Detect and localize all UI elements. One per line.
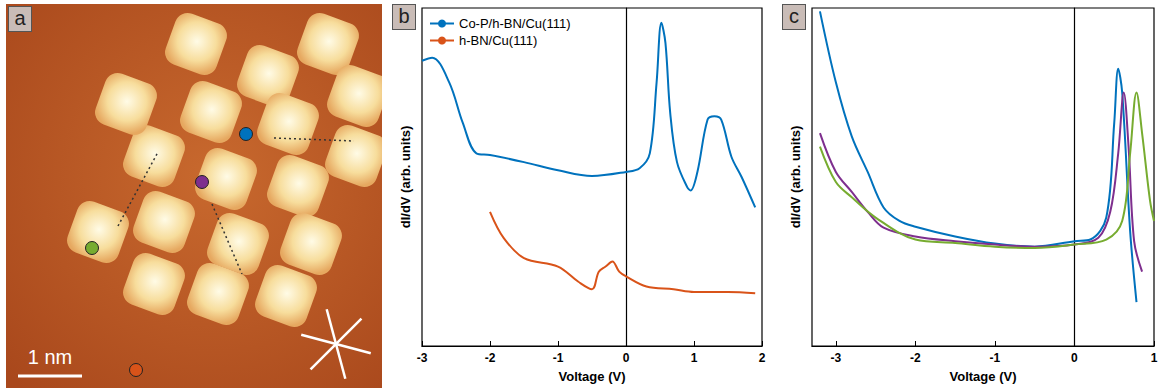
svg-text:-3: -3 bbox=[417, 351, 428, 365]
html-text:b: b bbox=[398, 5, 410, 27]
svg-text:dI/dV (arb. units): dI/dV (arb. units) bbox=[398, 126, 413, 229]
svg-text:-3: -3 bbox=[831, 351, 842, 365]
svg-text:-1: -1 bbox=[990, 351, 1001, 365]
html-text:a: a bbox=[14, 7, 26, 29]
svg-text:-1: -1 bbox=[553, 351, 564, 365]
svg-text:1: 1 bbox=[691, 351, 698, 365]
svg-text:Voltage (V): Voltage (V) bbox=[950, 369, 1017, 384]
svg-text:dI/dV (arb. units): dI/dV (arb. units) bbox=[788, 126, 803, 229]
svg-text:1: 1 bbox=[1151, 351, 1158, 365]
svg-text:h-BN/Cu(111): h-BN/Cu(111) bbox=[459, 33, 537, 48]
svg-text:0: 0 bbox=[1071, 351, 1078, 365]
svg-text:Co-P/h-BN/Cu(111): Co-P/h-BN/Cu(111) bbox=[459, 16, 571, 31]
html-text:c: c bbox=[789, 5, 799, 27]
svg-text:2: 2 bbox=[759, 351, 766, 365]
svg-text:-2: -2 bbox=[485, 351, 496, 365]
svg-text:1 nm: 1 nm bbox=[28, 346, 72, 368]
svg-text:Voltage (V): Voltage (V) bbox=[559, 369, 626, 384]
svg-text:0: 0 bbox=[623, 351, 630, 365]
svg-text:-2: -2 bbox=[910, 351, 921, 365]
